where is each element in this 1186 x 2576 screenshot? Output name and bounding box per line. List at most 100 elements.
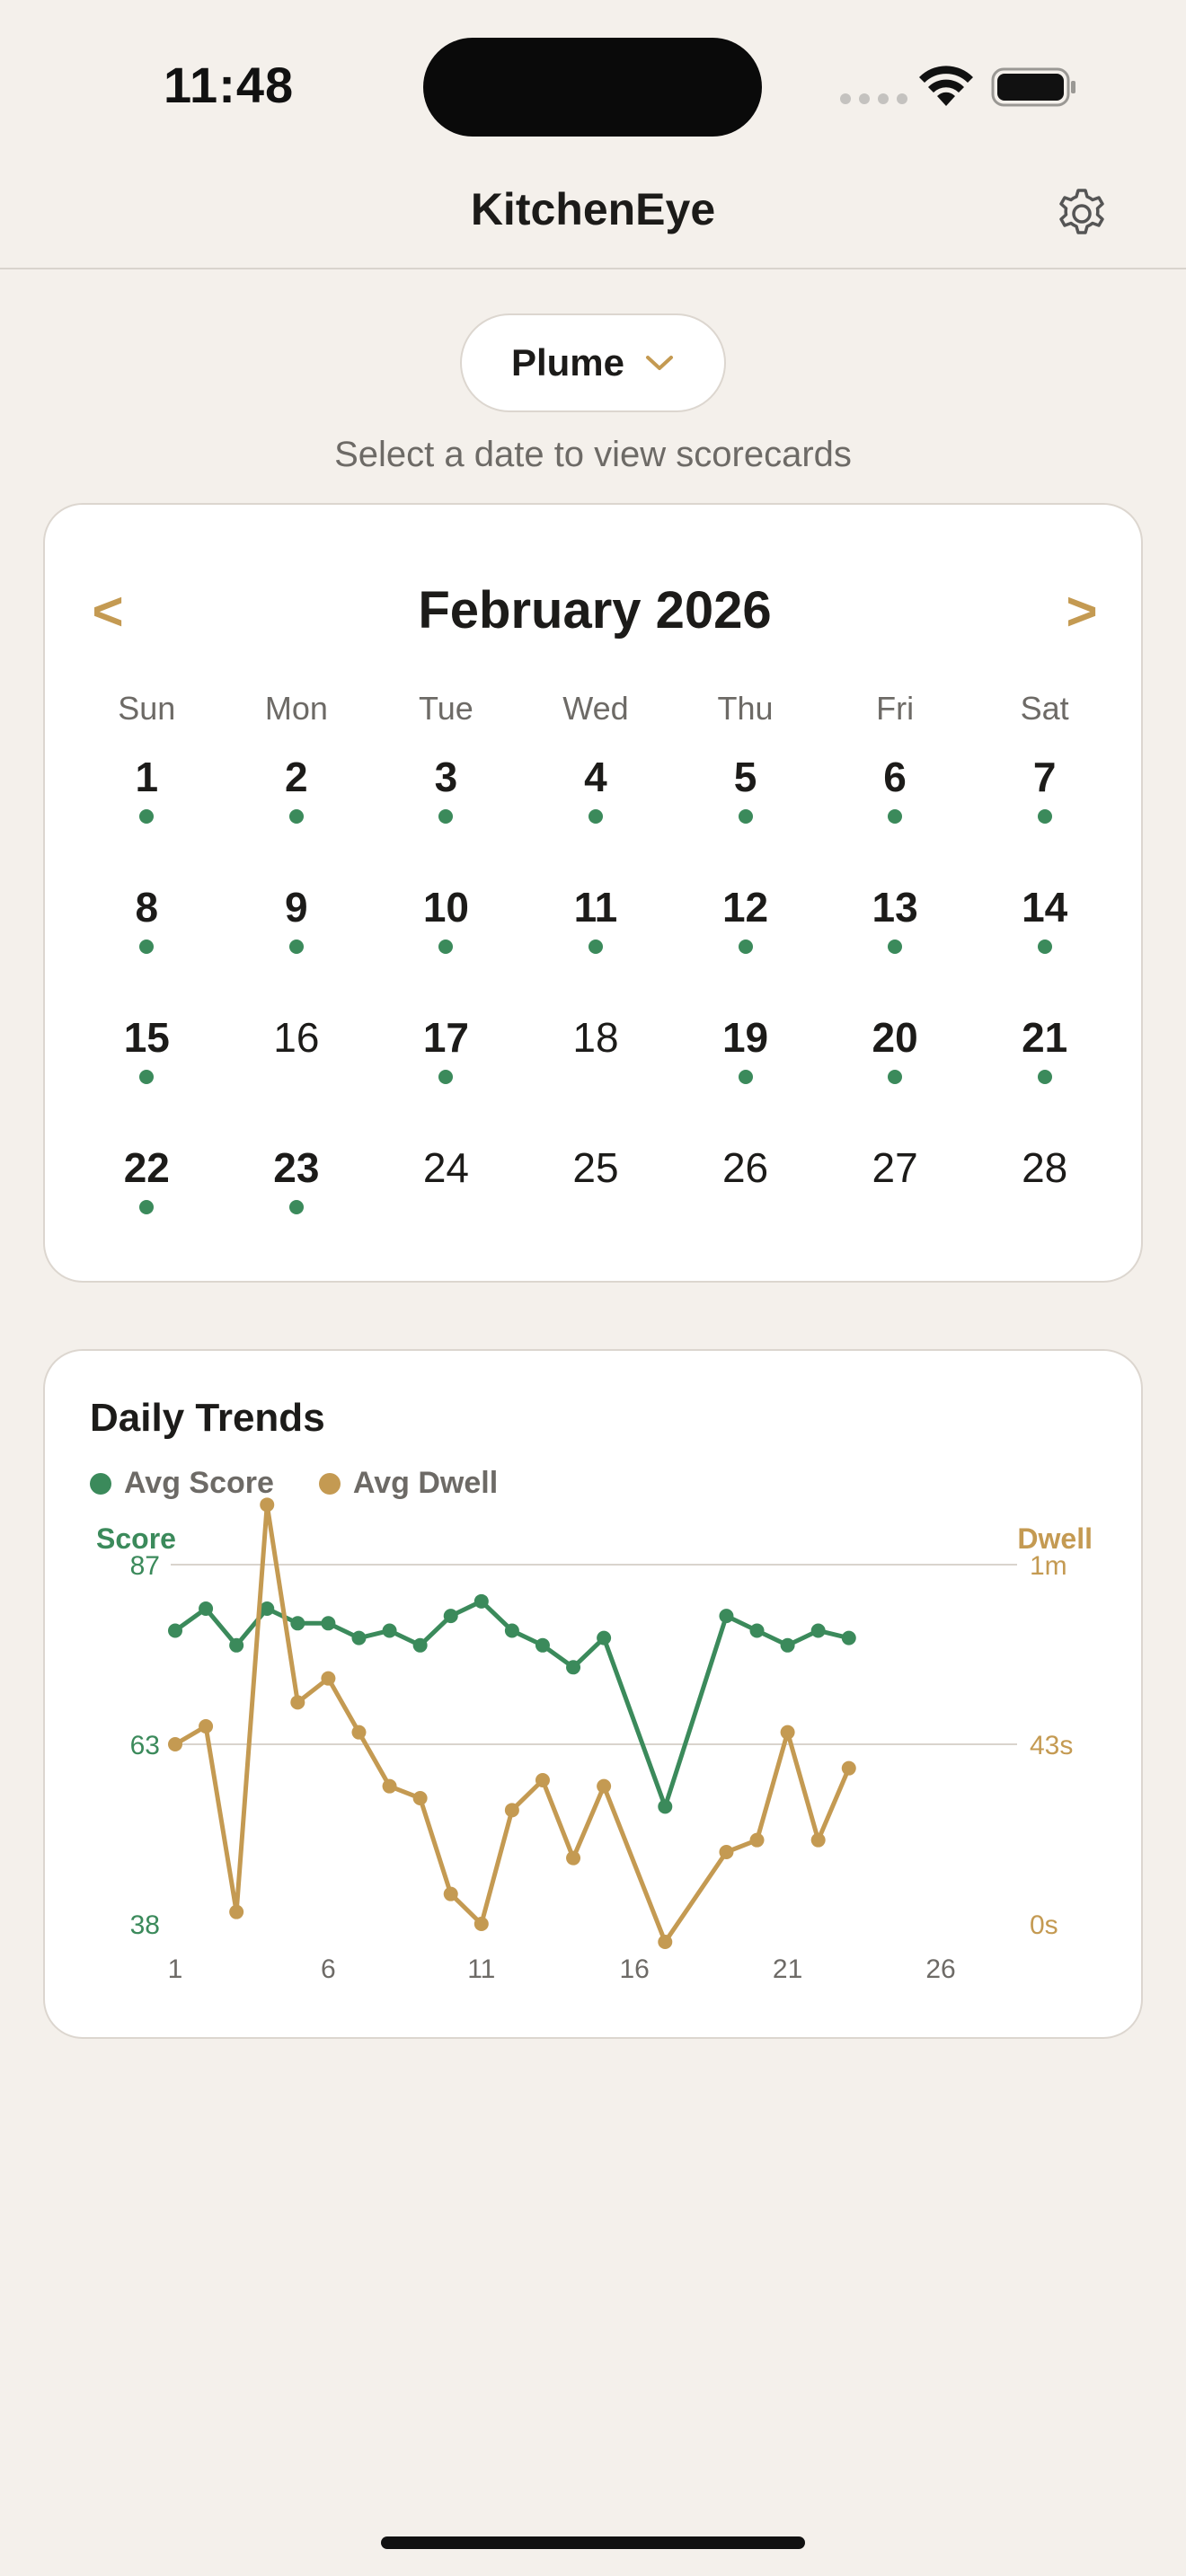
day-number: 14 xyxy=(1022,884,1068,931)
calendar-day[interactable]: 22 xyxy=(72,1145,222,1275)
score-data-point xyxy=(321,1616,336,1631)
data-indicator-dot xyxy=(738,1069,753,1084)
calendar-day[interactable]: 21 xyxy=(969,1015,1120,1145)
score-data-point xyxy=(810,1623,826,1638)
calendar-day[interactable]: 14 xyxy=(969,885,1120,1015)
calendar-day[interactable]: 23 xyxy=(222,1145,372,1275)
day-number: 20 xyxy=(872,1014,918,1061)
dwell-data-point xyxy=(382,1778,397,1794)
calendar-day[interactable]: 26 xyxy=(670,1145,820,1275)
calendar-day[interactable]: 1 xyxy=(72,754,222,885)
data-indicator-dot xyxy=(888,1069,903,1084)
left-tick-label: 87 xyxy=(130,1551,160,1581)
calendar-day[interactable]: 17 xyxy=(371,1015,521,1145)
day-number: 6 xyxy=(883,754,907,800)
dwell-data-point xyxy=(321,1671,336,1686)
calendar-day[interactable]: 2 xyxy=(222,754,372,885)
day-number: 3 xyxy=(434,754,458,800)
dwell-series-line xyxy=(173,1502,852,1945)
data-indicator-dot xyxy=(1037,939,1052,954)
dwell-data-point xyxy=(535,1773,550,1787)
calendar-day[interactable]: 10 xyxy=(371,885,521,1015)
data-indicator-dot xyxy=(1037,808,1052,824)
day-number: 25 xyxy=(572,1144,619,1191)
data-indicator-dot xyxy=(888,808,903,824)
dwell-data-point xyxy=(168,1737,182,1751)
data-indicator-dot xyxy=(139,808,155,824)
weekday-label: Wed xyxy=(562,690,629,727)
cellular-signal-icon xyxy=(840,93,907,104)
data-indicator-dot xyxy=(588,939,603,954)
right-tick-label: 1m xyxy=(1030,1551,1067,1581)
next-month-button[interactable]: > xyxy=(1066,581,1098,641)
calendar-day[interactable]: 6 xyxy=(820,754,970,885)
calendar-day[interactable]: 3 xyxy=(371,754,521,885)
location-picker[interactable]: Plume xyxy=(460,313,726,412)
status-bar: 11:48 xyxy=(0,0,1186,153)
x-tick-label: 16 xyxy=(620,1954,650,1984)
day-number: 12 xyxy=(721,884,769,931)
score-data-point xyxy=(504,1623,519,1638)
x-tick-label: 6 xyxy=(321,1954,336,1984)
dwell-data-point xyxy=(658,1935,673,1949)
calendar-day[interactable]: 16 xyxy=(222,1015,372,1145)
day-number: 24 xyxy=(422,1144,469,1191)
dynamic-island xyxy=(423,38,762,137)
calendar-day[interactable]: 18 xyxy=(521,1015,671,1145)
dwell-data-point xyxy=(719,1845,734,1859)
day-number: 13 xyxy=(872,884,918,931)
dwell-data-point xyxy=(749,1832,765,1848)
wifi-icon xyxy=(919,66,973,106)
calendar-day[interactable]: 20 xyxy=(820,1015,970,1145)
nav-bar: KitchenEye xyxy=(0,153,1186,269)
calendar-day[interactable]: 28 xyxy=(969,1145,1120,1275)
data-indicator-dot xyxy=(588,808,603,824)
score-data-point xyxy=(597,1630,612,1645)
dwell-data-point xyxy=(841,1760,856,1776)
x-tick-label: 11 xyxy=(467,1954,495,1984)
score-data-point xyxy=(443,1609,458,1624)
data-indicator-dot xyxy=(288,939,304,954)
day-number: 28 xyxy=(1022,1144,1068,1191)
data-indicator-dot xyxy=(139,1199,155,1214)
score-data-point xyxy=(719,1609,734,1624)
day-number: 19 xyxy=(721,1014,769,1061)
data-indicator-dot xyxy=(738,939,753,954)
calendar-day[interactable]: 11 xyxy=(521,885,671,1015)
score-data-point xyxy=(566,1660,581,1675)
calendar-day[interactable]: 27 xyxy=(820,1145,970,1275)
calendar-day[interactable]: 5 xyxy=(670,754,820,885)
score-data-point xyxy=(535,1637,550,1653)
day-number: 22 xyxy=(123,1144,170,1191)
calendar-day[interactable]: 13 xyxy=(820,885,970,1015)
calendar-day[interactable]: 9 xyxy=(222,885,372,1015)
day-number: 8 xyxy=(135,884,159,931)
score-data-point xyxy=(260,1601,275,1616)
calendar-day[interactable]: 7 xyxy=(969,754,1120,885)
calendar-day[interactable]: 15 xyxy=(72,1015,222,1145)
dwell-data-point xyxy=(566,1850,581,1866)
data-indicator-dot xyxy=(1037,1069,1052,1084)
calendar-day[interactable]: 12 xyxy=(670,885,820,1015)
left-tick-label: 63 xyxy=(130,1731,160,1760)
data-indicator-dot xyxy=(438,808,454,824)
calendar-day[interactable]: 24 xyxy=(371,1145,521,1275)
calendar-day[interactable]: 8 xyxy=(72,885,222,1015)
gear-icon[interactable] xyxy=(1053,185,1111,243)
prev-month-button[interactable]: < xyxy=(92,581,124,641)
calendar-day[interactable]: 4 xyxy=(521,754,671,885)
x-tick-label: 1 xyxy=(168,1954,183,1984)
day-number: 5 xyxy=(733,754,757,800)
calendar-day[interactable]: 19 xyxy=(670,1015,820,1145)
calendar-day[interactable]: 25 xyxy=(521,1145,671,1275)
home-indicator xyxy=(381,2536,805,2549)
score-data-point xyxy=(658,1799,673,1814)
month-title: February 2026 xyxy=(418,581,772,640)
weekday-label: Tue xyxy=(419,690,474,727)
dwell-data-point xyxy=(504,1803,519,1818)
day-number: 10 xyxy=(422,884,469,931)
trends-card: Daily Trends Avg Score Avg Dwell Score Dw… xyxy=(43,1349,1143,2039)
chart-legend: Avg Score Avg Dwell xyxy=(90,1466,498,1501)
dwell-data-point xyxy=(810,1832,826,1848)
